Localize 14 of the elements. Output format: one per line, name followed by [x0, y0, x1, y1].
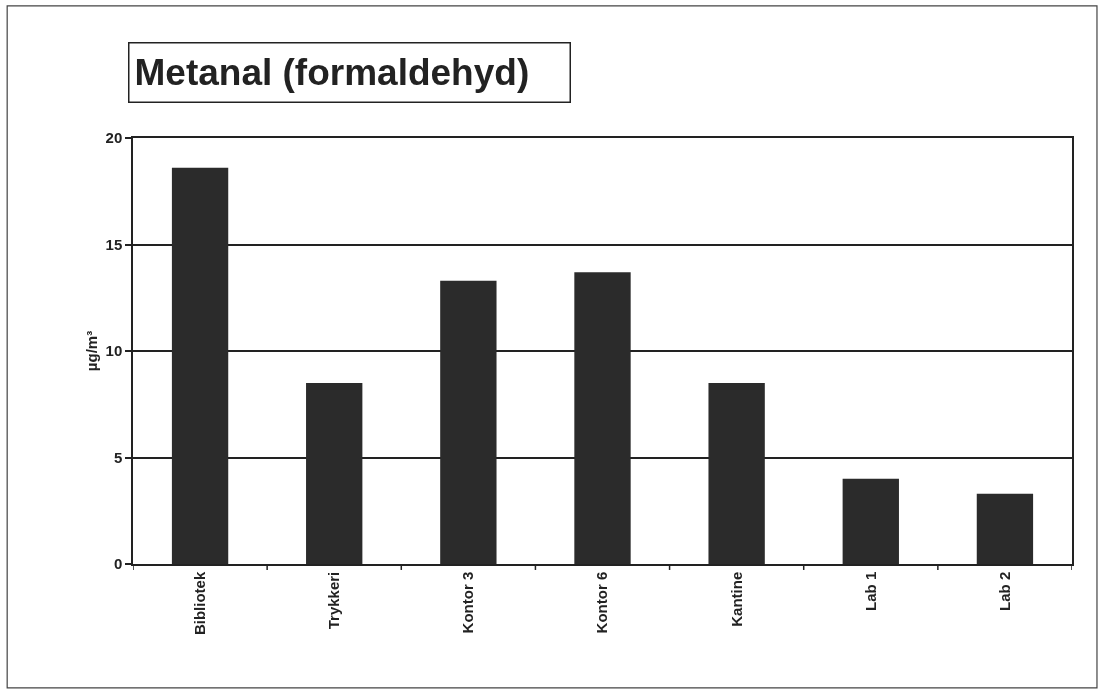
x-tick-label: Kontor 3	[459, 571, 477, 634]
y-tick-label: 10	[105, 342, 123, 360]
y-tick-label: 0	[113, 555, 123, 573]
chart-title: Metanal (formaldehyd)	[134, 52, 530, 93]
x-tick-label: Trykkeri	[325, 571, 343, 630]
x-tick-label: Bibliotek	[190, 571, 208, 636]
y-axis-title: µg/m³	[83, 330, 101, 372]
x-tick-label: Lab 1	[861, 571, 879, 611]
x-tick-label: Kantine	[727, 571, 745, 627]
y-tick-label: 20	[105, 129, 123, 147]
y-tick-label: 15	[105, 235, 123, 253]
x-tick-label: Lab 2	[995, 571, 1013, 611]
x-tick-label: Kontor 6	[593, 571, 611, 634]
y-tick-label: 5	[113, 448, 123, 466]
